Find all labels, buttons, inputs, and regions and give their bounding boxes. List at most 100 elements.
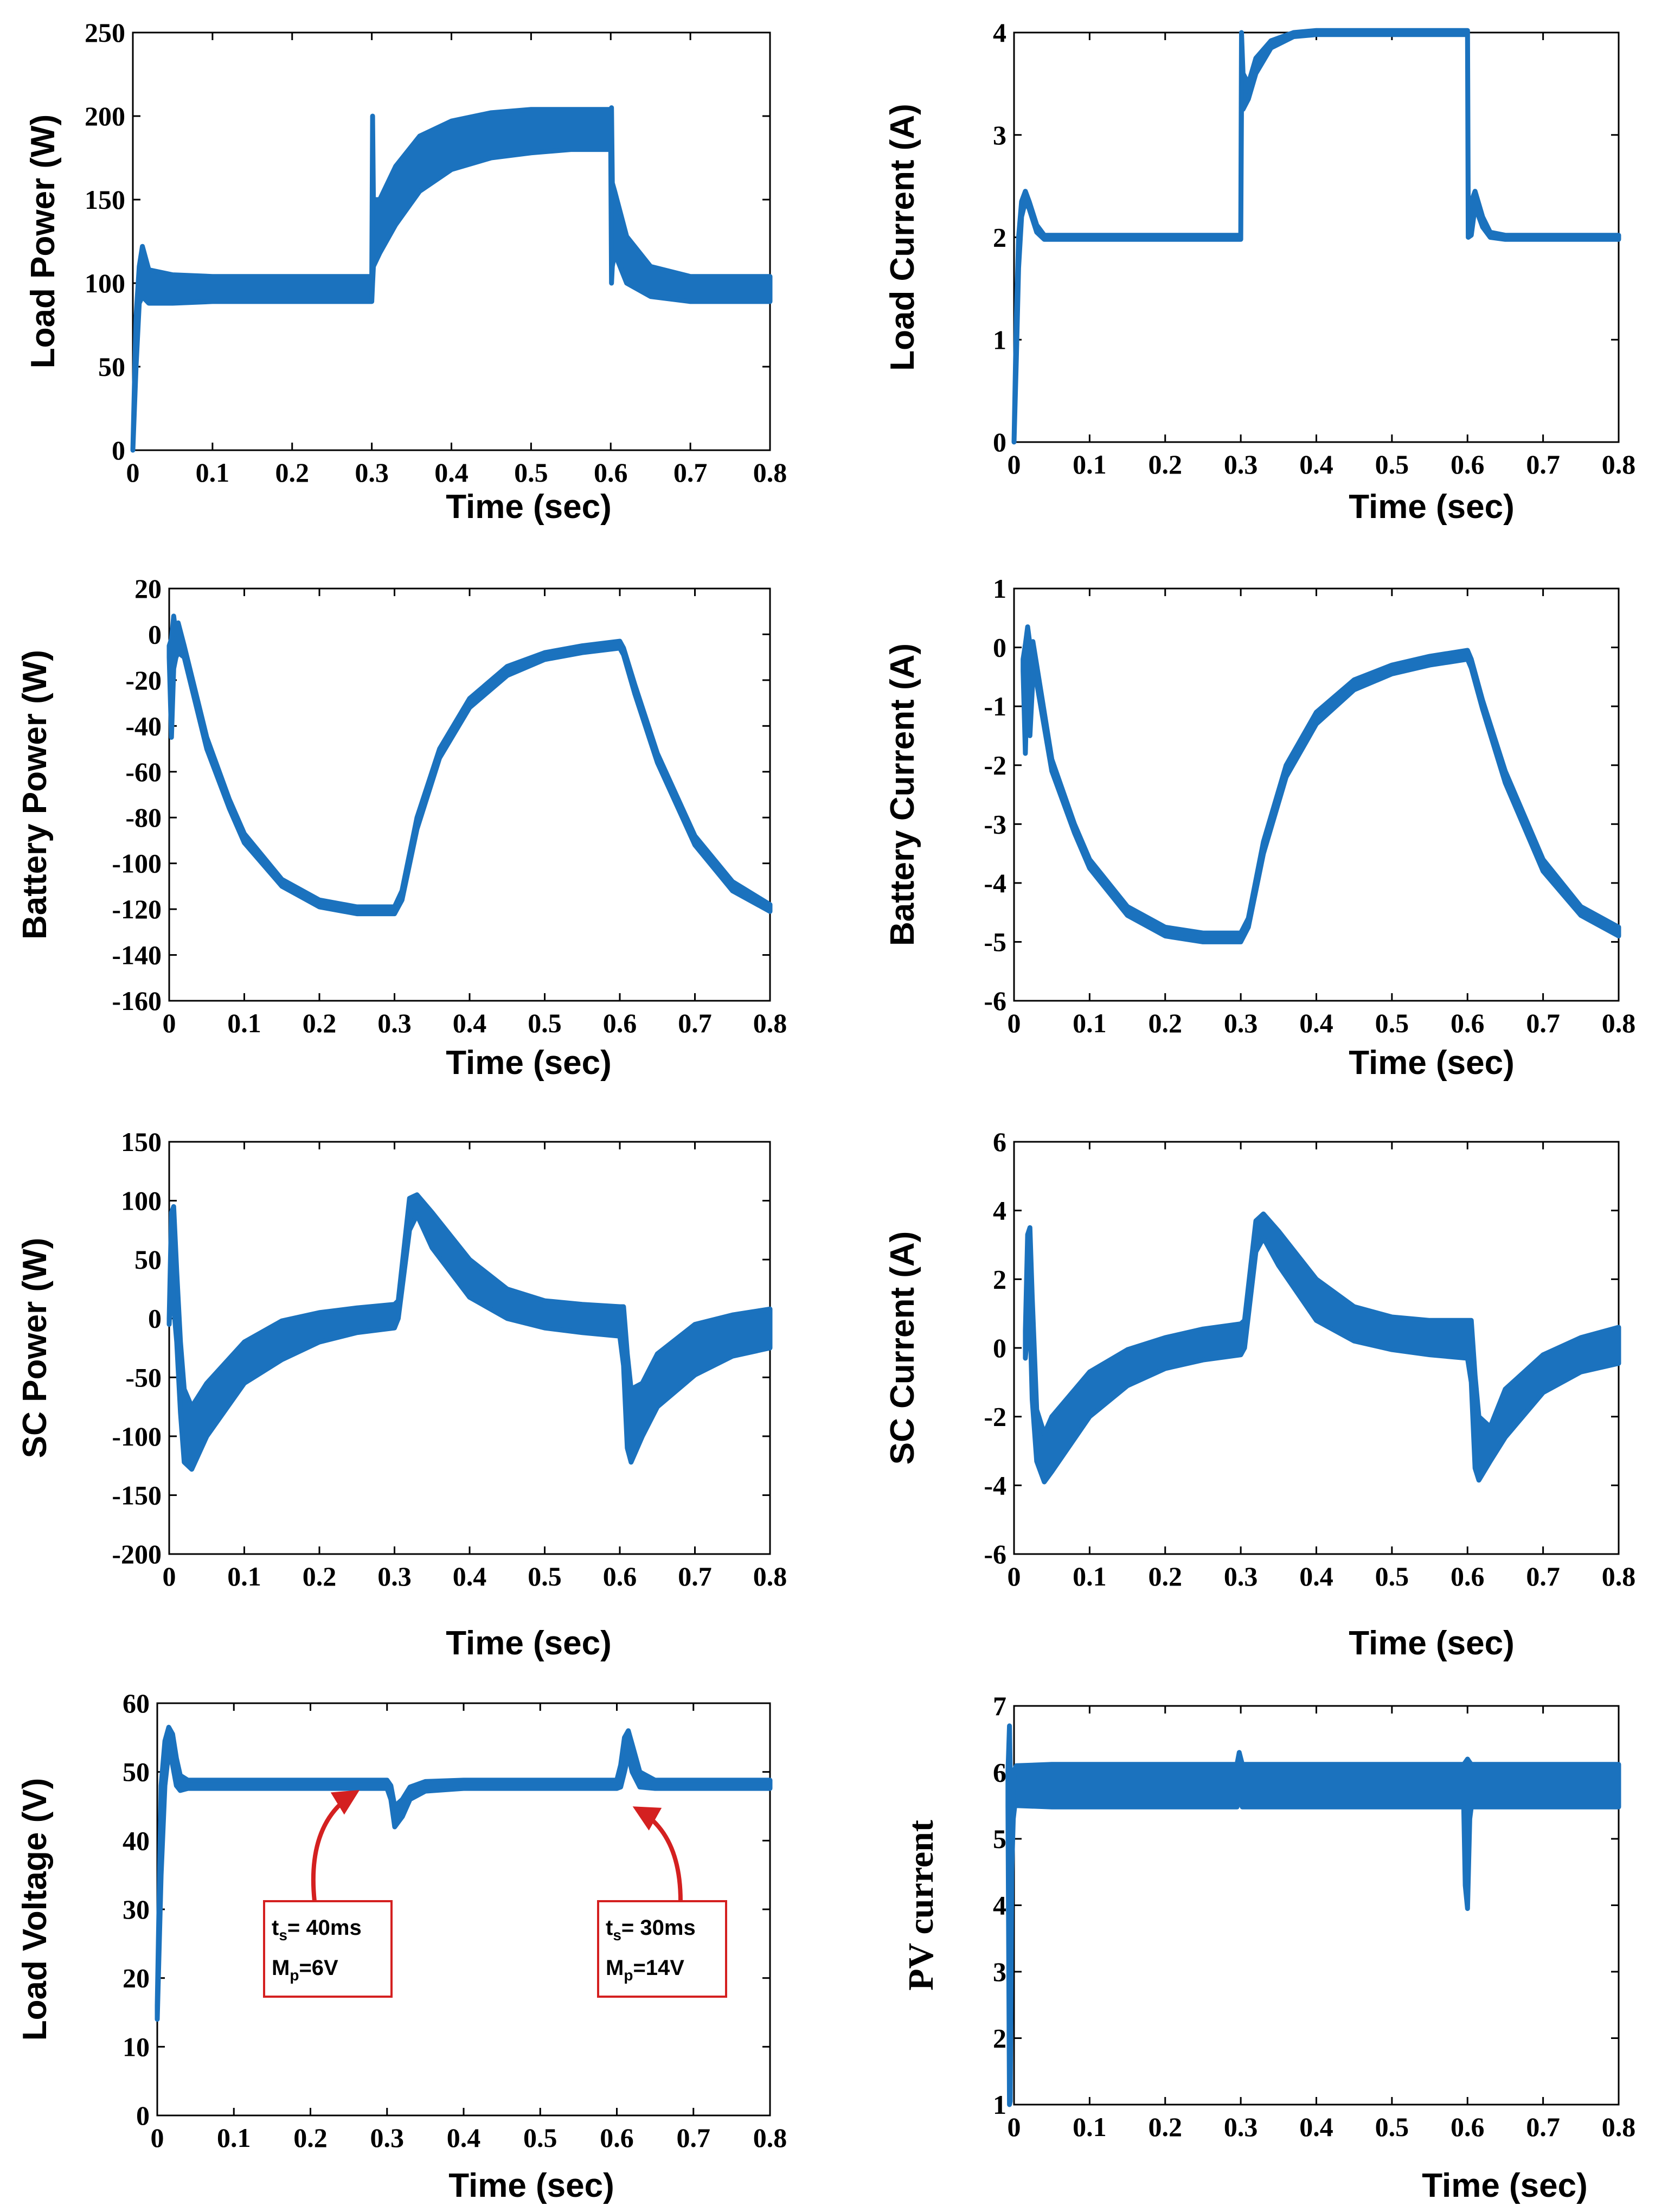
- battery-current-xtick-label: 0.2: [1149, 1008, 1183, 1038]
- load-current-xtick-label: 0.6: [1451, 449, 1485, 480]
- battery-current-ytick-label: -5: [984, 926, 1006, 957]
- annotation-box: ts= 40ms Mp=6V: [263, 1789, 393, 1998]
- battery-current-ytick-label: -1: [984, 691, 1006, 721]
- load-power-xlabel: Time (sec): [446, 488, 612, 526]
- sc-current-series-line: [1023, 1211, 1621, 1485]
- load-power-xtick-label: 0.6: [594, 457, 628, 488]
- load-voltage-chart: 0 0.1 0.2 0.3 0.4 0.5 0.6 0.7 0.8 0 10 20 30 40 50 60 Ti…: [16, 1688, 787, 2204]
- sc-power-xtick-label: 0.6: [603, 1561, 637, 1591]
- sc-current-xlabel: Time (sec): [1349, 1625, 1515, 1662]
- battery-power-ytick-label: -60: [125, 757, 162, 787]
- battery-power-xtick-label: 0.6: [603, 1008, 637, 1038]
- sc-current-ytick-label: 0: [993, 1333, 1006, 1363]
- pv-current-chart: 0 0.1 0.2 0.3 0.4 0.5 0.6 0.7 0.8 1 2 3 4 5 6 7 Time (se…: [901, 1691, 1635, 2204]
- sc-power-xtick-label: 0: [163, 1561, 176, 1591]
- annotation-arrow: [632, 1806, 683, 1902]
- pv-current-ytick-label: 1: [993, 2089, 1006, 2120]
- sc-current-plot-frame: [1013, 1141, 1620, 1555]
- load-power-xtick-label: 0: [126, 457, 140, 488]
- load-current-xtick-label: 0.7: [1526, 449, 1560, 480]
- load-power-ylabel: Load Power (W): [24, 114, 62, 368]
- load-current-ytick-label: 2: [993, 222, 1006, 253]
- battery-power-xtick-label: 0.2: [303, 1008, 337, 1038]
- pv-current-ytick-label: 4: [993, 1890, 1006, 1921]
- load-voltage-xlabel: Time (sec): [448, 2167, 614, 2204]
- battery-current-xtick-label: 0.8: [1602, 1008, 1636, 1038]
- load-current-xtick-label: 0.5: [1375, 449, 1409, 480]
- sc-power-xtick-label: 0.2: [303, 1561, 337, 1591]
- load-voltage-series-line: [155, 1724, 773, 2022]
- battery-current-ytick-label: -2: [984, 750, 1006, 781]
- annotation-settling-time: ts= 40ms: [272, 1916, 362, 1944]
- battery-power-ytick-label: -20: [125, 665, 162, 695]
- load-power-xtick-label: 0.4: [434, 457, 469, 488]
- load-voltage-xtick-label: 0.4: [447, 2123, 481, 2153]
- load-current-xlabel: Time (sec): [1349, 488, 1515, 526]
- load-voltage-xtick-label: 0.2: [293, 2123, 328, 2153]
- sc-power-xtick-label: 0.4: [453, 1561, 487, 1591]
- sc-power-ytick-label: -200: [112, 1539, 162, 1569]
- sc-power-xtick-label: 0.8: [753, 1561, 787, 1591]
- battery-power-xlabel: Time (sec): [446, 1044, 612, 1082]
- load-voltage-ytick-label: 0: [136, 2100, 150, 2131]
- battery-power-ytick-label: -80: [125, 802, 162, 833]
- sc-current-xtick-label: 0.5: [1375, 1561, 1409, 1591]
- pv-current-xtick-label: 0.8: [1602, 2112, 1636, 2142]
- sc-power-ytick-label: -50: [125, 1362, 162, 1392]
- load-current-ylabel: Load Current (A): [884, 104, 921, 371]
- annotation-box: ts= 30ms Mp=14V: [597, 1806, 727, 1998]
- battery-current-ytick-label: -6: [984, 986, 1006, 1016]
- load-voltage-ylabel: Load Voltage (V): [16, 1778, 54, 2041]
- sc-power-ytick-label: -100: [112, 1421, 162, 1452]
- sc-power-ytick-label: 100: [121, 1186, 162, 1216]
- battery-power-xtick-label: 0: [163, 1008, 176, 1038]
- battery-power-xtick-label: 0.7: [678, 1008, 712, 1038]
- battery-power-ytick-label: -40: [125, 711, 162, 741]
- battery-power-series-line: [166, 613, 773, 917]
- sc-power-xtick-label: 0.5: [528, 1561, 562, 1591]
- load-voltage-ytick-label: 60: [123, 1688, 150, 1718]
- sc-current-xtick-label: 0.2: [1149, 1561, 1183, 1591]
- battery-current-xtick-label: 0.3: [1224, 1008, 1258, 1038]
- load-current-xtick-label: 0.1: [1073, 449, 1107, 480]
- load-voltage-xtick-label: 0.7: [677, 2123, 711, 2153]
- battery-current-ytick-label: 1: [993, 573, 1006, 604]
- load-voltage-xtick-label: 0: [151, 2123, 164, 2153]
- load-voltage-xtick-label: 0.8: [753, 2123, 787, 2153]
- battery-power-ytick-label: -100: [112, 848, 162, 879]
- sc-power-ytick-label: -150: [112, 1480, 162, 1510]
- load-power-ytick-label: 200: [85, 101, 125, 131]
- load-power-xtick-label: 0.3: [355, 457, 389, 488]
- sc-current-chart: 0 0.1 0.2 0.3 0.4 0.5 0.6 0.7 0.8 -6 -4 -2 0 2 4 6 Time …: [884, 1127, 1635, 1662]
- load-power-xtick-label: 0.7: [673, 457, 708, 488]
- battery-power-ytick-label: -140: [112, 940, 162, 970]
- load-voltage-xtick-label: 0.1: [217, 2123, 251, 2153]
- battery-current-ytick-label: 0: [993, 632, 1006, 663]
- load-current-ytick-label: 0: [993, 427, 1006, 457]
- annotation-settling-time: ts= 30ms: [606, 1916, 696, 1944]
- load-voltage-ytick-label: 20: [123, 1963, 150, 1993]
- battery-current-xtick-label: 0.6: [1451, 1008, 1485, 1038]
- pv-current-xtick-label: 0.1: [1073, 2112, 1107, 2142]
- sc-current-xtick-label: 0.3: [1224, 1561, 1258, 1591]
- battery-current-series-line: [1021, 624, 1621, 944]
- battery-current-chart: 0 0.1 0.2 0.3 0.4 0.5 0.6 0.7 0.8 -6 -5 -4 -3 -2 -1 0 1 T…: [884, 573, 1635, 1082]
- load-voltage-ytick-label: 10: [123, 2031, 150, 2062]
- sc-current-xtick-label: 0.4: [1299, 1561, 1333, 1591]
- pv-current-ytick-label: 3: [993, 1957, 1006, 1987]
- sc-power-chart: 0 0.1 0.2 0.3 0.4 0.5 0.6 0.7 0.8 -200 -150 -100 -50…: [16, 1127, 787, 1662]
- sc-power-ytick-label: 50: [134, 1244, 162, 1275]
- sc-current-xtick-label: 0.7: [1526, 1561, 1560, 1591]
- battery-power-xtick-label: 0.1: [227, 1008, 261, 1038]
- sc-current-xtick-label: 0.6: [1451, 1561, 1485, 1591]
- pv-current-series-line: [1005, 1723, 1621, 2107]
- sc-current-ytick-label: 4: [993, 1195, 1006, 1226]
- battery-current-plot-frame: [1013, 587, 1620, 1002]
- sc-power-series-line: [166, 1192, 773, 1472]
- battery-power-ytick-label: -160: [112, 986, 162, 1016]
- sc-current-xtick-label: 0: [1008, 1561, 1021, 1591]
- annotation-overshoot: Mp=6V: [272, 1956, 338, 1984]
- load-current-ytick-label: 3: [993, 120, 1006, 150]
- load-current-ytick-label: 4: [993, 17, 1006, 48]
